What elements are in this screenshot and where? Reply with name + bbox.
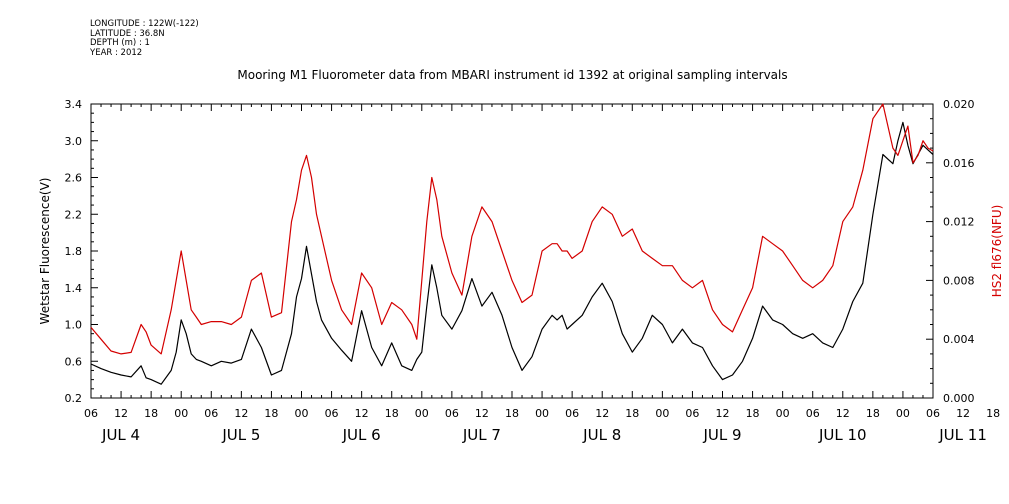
x-tick-label: 06 <box>84 407 98 420</box>
x-tick-label: 18 <box>144 407 158 420</box>
y-left-label: Wetstar Fluorescence(V) <box>38 178 52 325</box>
x-tick-label: 06 <box>806 407 820 420</box>
y-left-tick-label: 2.2 <box>65 208 83 221</box>
x-tick-label: 12 <box>475 407 489 420</box>
x-tick-label: 00 <box>776 407 790 420</box>
x-tick-label: 18 <box>505 407 519 420</box>
x-tick-label: 18 <box>986 407 1000 420</box>
x-tick-label: 00 <box>655 407 669 420</box>
x-tick-label: 00 <box>415 407 429 420</box>
x-tick-label: 00 <box>535 407 549 420</box>
y-right-label: HS2 fl676(NFU) <box>990 205 1004 298</box>
x-tick-label: 12 <box>114 407 128 420</box>
x-day-label: JUL 4 <box>101 426 140 444</box>
x-tick-label: 18 <box>866 407 880 420</box>
x-tick-label: 00 <box>295 407 309 420</box>
x-tick-label: 12 <box>595 407 609 420</box>
y-left-tick-label: 1.4 <box>65 282 83 295</box>
x-tick-label: 12 <box>836 407 850 420</box>
series-line-hs2 <box>90 103 934 355</box>
x-day-label: JUL 7 <box>462 426 501 444</box>
depth-text: DEPTH (m) : 1 <box>90 38 150 48</box>
x-tick-label: 18 <box>385 407 399 420</box>
x-tick-label: 06 <box>204 407 218 420</box>
x-tick-label: 12 <box>716 407 730 420</box>
x-tick-label: 06 <box>325 407 339 420</box>
x-tick-label: 00 <box>174 407 188 420</box>
longitude-text: LONGITUDE : 122W(-122) <box>90 19 199 29</box>
year-text: YEAR : 2012 <box>90 47 143 58</box>
y-right-tick-label: 0.020 <box>943 98 975 111</box>
metadata-block: LONGITUDE : 122W(-122) LATITUDE : 36.8N … <box>90 19 199 58</box>
latitude-text: LATITUDE : 36.8N <box>90 28 165 39</box>
y-left-tick-label: 0.6 <box>65 355 83 368</box>
y-left-tick-label: 3.4 <box>65 98 83 111</box>
x-day-label: JUL 8 <box>582 426 621 444</box>
y-right-tick-label: 0.000 <box>943 392 975 405</box>
x-day-label: JUL 6 <box>342 426 381 444</box>
x-tick-label: 18 <box>746 407 760 420</box>
y-left-tick-label: 2.6 <box>65 172 83 185</box>
plot-frame <box>90 103 934 399</box>
x-day-label: JUL 5 <box>221 426 260 444</box>
y-right-tick-label: 0.016 <box>943 157 975 170</box>
x-tick-label: 18 <box>264 407 278 420</box>
x-day-label: JUL 10 <box>818 426 867 444</box>
x-tick-label: 12 <box>956 407 970 420</box>
y-left-tick-label: 3.0 <box>65 135 83 148</box>
x-tick-label: 06 <box>685 407 699 420</box>
x-tick-label: 06 <box>926 407 940 420</box>
y-left-tick-label: 1.8 <box>65 245 83 258</box>
x-tick-label: 18 <box>625 407 639 420</box>
y-right-tick-label: 0.004 <box>943 333 975 346</box>
series-line-wetstar <box>90 121 934 385</box>
x-tick-label: 00 <box>896 407 910 420</box>
y-left-tick-label: 0.2 <box>65 392 83 405</box>
x-tick-label: 06 <box>445 407 459 420</box>
y-right-tick-label: 0.008 <box>943 274 975 287</box>
y-left-tick-label: 1.0 <box>65 319 83 332</box>
x-day-label: JUL 11 <box>938 426 987 444</box>
x-tick-label: 12 <box>355 407 369 420</box>
x-tick-label: 06 <box>565 407 579 420</box>
x-day-label: JUL 9 <box>702 426 741 444</box>
y-right-tick-label: 0.012 <box>943 216 975 229</box>
chart-title: Mooring M1 Fluorometer data from MBARI i… <box>237 68 788 82</box>
x-tick-label: 12 <box>234 407 248 420</box>
